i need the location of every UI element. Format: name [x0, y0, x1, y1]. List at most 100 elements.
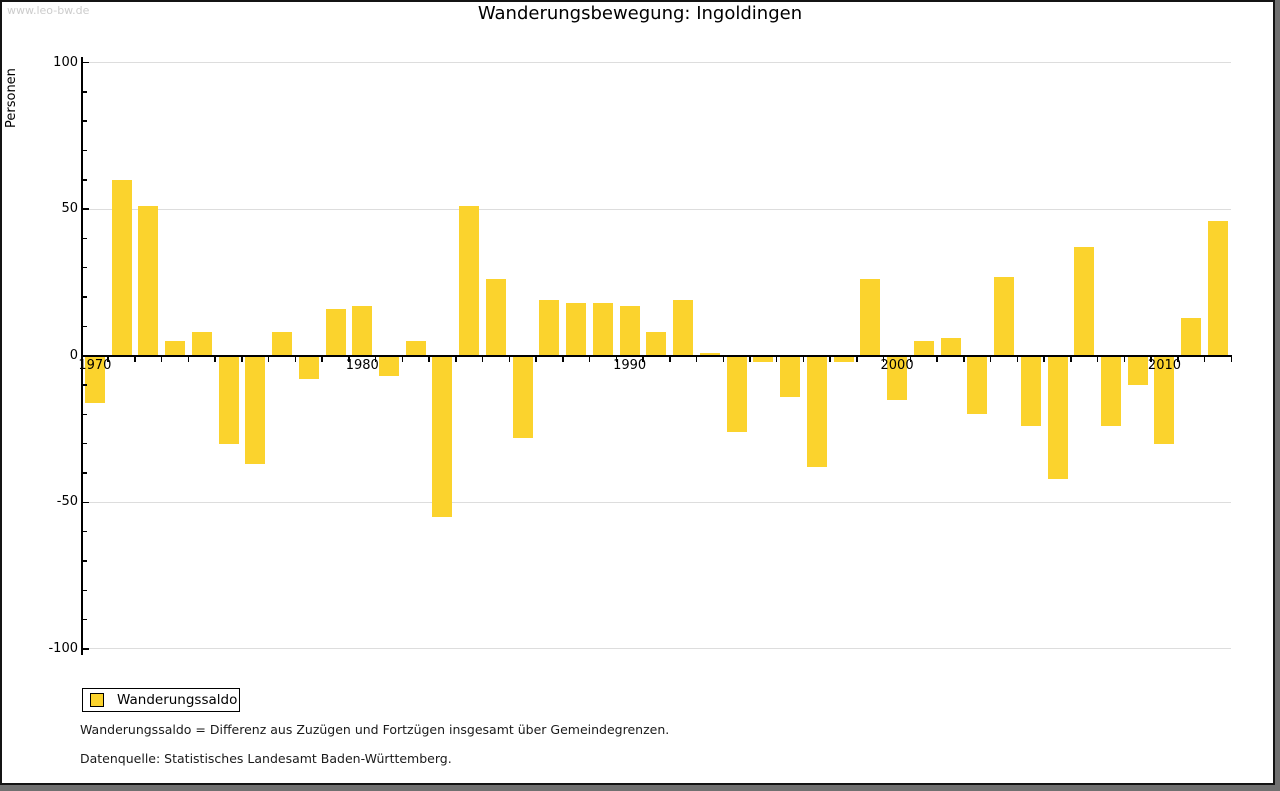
y-tick--80: [83, 589, 87, 591]
y-axis-line: [81, 57, 83, 655]
bar-1996: [780, 355, 801, 397]
bar-1984: [459, 206, 480, 356]
x-tick-41: [1177, 356, 1179, 362]
x-tick-23: [695, 356, 698, 362]
bar-1991: [646, 332, 667, 356]
bar-1990: [619, 305, 640, 356]
x-tick-19: [588, 356, 591, 362]
y-tick-70: [83, 149, 87, 152]
x-tick-7: [267, 356, 270, 362]
bar-1981: [379, 355, 399, 377]
bar-1992: [673, 299, 694, 356]
x-tick-label-1990: 1990: [613, 358, 647, 373]
x-tick-label-2010: 2010: [1147, 358, 1182, 373]
y-tick-30: [83, 266, 87, 269]
y-tick-50: [83, 208, 89, 210]
bar-1997: [806, 355, 827, 468]
x-tick-4: [187, 356, 190, 362]
y-tick-80: [83, 120, 87, 122]
bar-2003: [967, 355, 988, 415]
x-tick-34: [989, 356, 992, 362]
x-tick-17: [535, 356, 537, 362]
x-tick-12: [401, 356, 404, 362]
bar-1989: [592, 302, 613, 356]
bar-2009: [1127, 355, 1148, 385]
bar-2007: [1074, 247, 1095, 356]
x-tick-39: [1123, 356, 1126, 362]
x-tick-42: [1203, 356, 1206, 362]
bar-2002: [940, 338, 961, 356]
bar-2000: [887, 355, 908, 400]
page-title: Wanderungsbewegung: Ingoldingen: [477, 3, 803, 24]
y-tick--40: [83, 472, 87, 474]
y-tick--30: [83, 442, 87, 445]
bar-2012: [1207, 220, 1228, 356]
bar-1971: [111, 179, 132, 356]
x-tick-28: [829, 356, 831, 362]
y-tick--90: [83, 618, 87, 621]
x-tick-14: [455, 356, 457, 362]
x-tick-18: [562, 356, 564, 362]
bar-2010: [1154, 355, 1175, 444]
x-tick-11: [374, 356, 377, 362]
x-tick-33: [963, 356, 965, 362]
x-tick-37: [1070, 356, 1072, 362]
y-tick--60: [83, 530, 87, 533]
y-tick-label-0: 0: [69, 347, 78, 363]
x-tick-label-1980: 1980: [345, 358, 379, 373]
x-tick-16: [508, 356, 511, 362]
y-tick--10: [83, 384, 87, 386]
legend-box: Wanderungssaldo: [82, 688, 240, 712]
bar-1999: [860, 279, 881, 356]
legend-label: Wanderungssaldo: [117, 692, 238, 708]
x-tick-27: [802, 356, 805, 362]
x-tick-label-1970: 1970: [78, 358, 112, 373]
x-tick-2: [134, 356, 136, 362]
x-tick-3: [160, 356, 163, 362]
x-tick-21: [642, 356, 644, 362]
bar-1986: [512, 355, 533, 438]
x-tick-25: [749, 356, 751, 362]
bar-1998: [833, 355, 854, 362]
gridline-y-100: [81, 62, 1231, 63]
x-tick-38: [1096, 356, 1099, 362]
x-tick-22: [669, 356, 671, 362]
y-tick-90: [83, 91, 87, 93]
y-tick--100: [83, 648, 89, 650]
y-tick-60: [83, 179, 87, 181]
bar-1993: [699, 352, 720, 356]
legend-swatch-icon: [90, 693, 104, 707]
bar-2005: [1020, 355, 1041, 427]
y-tick-label--100: -100: [48, 640, 78, 656]
y-tick--70: [83, 560, 87, 562]
bar-1987: [539, 299, 560, 356]
footnote-definition: Wanderungssaldo = Differenz aus Zuzügen …: [80, 722, 670, 737]
x-tick-24: [722, 356, 724, 362]
y-tick-label-50: 50: [61, 201, 78, 217]
bar-1974: [191, 332, 212, 356]
x-tick-label-2000: 2000: [880, 358, 914, 373]
bar-1980: [352, 305, 373, 356]
bar-1976: [245, 355, 266, 465]
x-axis-line: [81, 354, 1232, 357]
x-tick-15: [481, 356, 484, 362]
bar-2008: [1100, 355, 1121, 427]
bar-1982: [405, 341, 426, 356]
bar-1977: [272, 332, 293, 356]
bar-1985: [485, 279, 506, 356]
x-tick-10: [348, 356, 350, 362]
x-tick-20: [615, 356, 618, 362]
bar-1979: [325, 308, 346, 356]
bar-1970: [84, 355, 105, 403]
x-tick-1: [107, 356, 109, 362]
bar-2004: [994, 276, 1015, 356]
bar-1978: [298, 355, 319, 380]
x-tick-32: [936, 356, 938, 362]
gridline-y--50: [81, 501, 1231, 503]
y-tick-20: [83, 296, 87, 298]
bar-1975: [218, 355, 239, 444]
bar-1995: [753, 355, 774, 362]
